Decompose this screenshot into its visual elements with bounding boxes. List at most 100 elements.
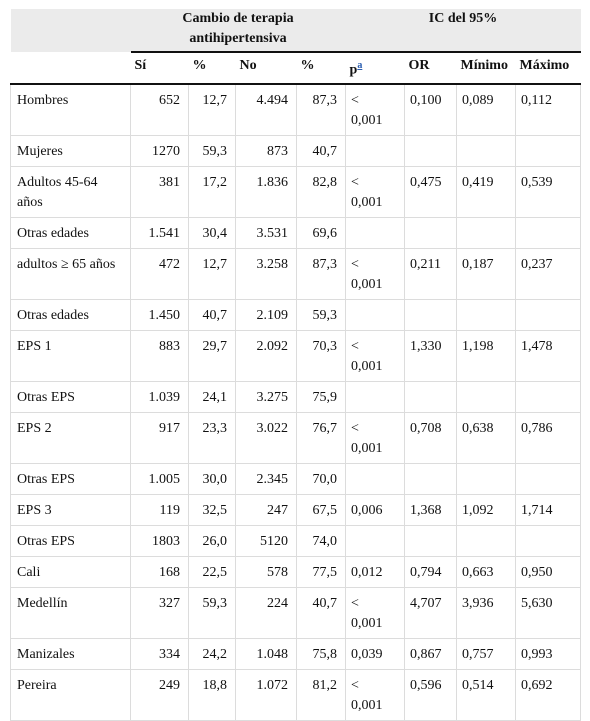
cell: 59,3 — [188, 586, 236, 639]
cell: 12,7 — [188, 83, 236, 136]
cell: 917 — [130, 411, 189, 464]
row-label: Otras EPS — [10, 524, 131, 557]
cell: 70,0 — [295, 462, 347, 495]
cell: 0,692 — [515, 668, 582, 721]
cell: 75,9 — [295, 380, 347, 413]
cell: 3.275 — [235, 380, 297, 413]
cell: 0,211 — [404, 247, 458, 300]
table-row: Mujeres 1270 59,3 873 40,7 — [10, 134, 582, 167]
cell: 0,112 — [515, 83, 582, 136]
table-row: Otras EPS 1803 26,0 5120 74,0 — [10, 524, 582, 557]
cell: 0,475 — [404, 165, 458, 218]
cell: 87,3 — [295, 83, 347, 136]
cell: < 0,001 — [345, 586, 406, 639]
cell — [404, 462, 458, 495]
cell: 1.072 — [235, 668, 297, 721]
cell — [345, 298, 406, 331]
cell: 1.005 — [130, 462, 189, 495]
column-header: % — [188, 52, 236, 85]
cell — [515, 134, 582, 167]
row-label: Otras EPS — [10, 380, 131, 413]
cell — [515, 462, 582, 495]
cell: 3,936 — [456, 586, 517, 639]
row-label: Adultos 45-64 años — [10, 165, 131, 218]
cell: 0,012 — [345, 555, 406, 588]
cell: 0,708 — [404, 411, 458, 464]
table-row: Pereira 249 18,8 1.072 81,2 < 0,001 0,596 0,514… — [10, 668, 582, 721]
cell: 29,7 — [188, 329, 236, 382]
row-label: Otras edades — [10, 216, 131, 249]
cell: 1,198 — [456, 329, 517, 382]
cell: 0,039 — [345, 637, 406, 670]
table-row: Otras EPS 1.039 24,1 3.275 75,9 — [10, 380, 582, 413]
cell: 119 — [130, 493, 189, 526]
cell: 26,0 — [188, 524, 236, 557]
column-header: pa — [345, 52, 405, 85]
cell: 30,4 — [188, 216, 236, 249]
cell: 249 — [130, 668, 189, 721]
cell: 76,7 — [295, 411, 347, 464]
cell: 59,3 — [295, 298, 347, 331]
cell — [404, 134, 458, 167]
cell: 2.109 — [235, 298, 297, 331]
table-row: Otras edades 1.450 40,7 2.109 59,3 — [10, 298, 582, 331]
cell — [456, 524, 517, 557]
cell — [456, 134, 517, 167]
cell: < 0,001 — [345, 411, 406, 464]
cell: 22,5 — [188, 555, 236, 588]
cell: 67,5 — [295, 493, 347, 526]
cell: 2.092 — [235, 329, 297, 382]
group-header: Cambio de terapia antihipertensiva — [130, 9, 346, 53]
cell: 0,596 — [404, 668, 458, 721]
blank-header — [10, 52, 131, 85]
cell: 69,6 — [295, 216, 347, 249]
cell: 3.531 — [235, 216, 297, 249]
cell: 12,7 — [188, 247, 236, 300]
cell: 334 — [130, 637, 189, 670]
cell — [515, 298, 582, 331]
cell: 0,757 — [456, 637, 517, 670]
cell: < 0,001 — [345, 329, 406, 382]
row-label: EPS 1 — [10, 329, 131, 382]
cell: 224 — [235, 586, 297, 639]
cell: 1270 — [130, 134, 189, 167]
cell: 381 — [130, 165, 189, 218]
cell: 327 — [130, 586, 189, 639]
row-label: EPS 3 — [10, 493, 131, 526]
row-label: EPS 2 — [10, 411, 131, 464]
cell: 82,8 — [295, 165, 347, 218]
cell: 24,2 — [188, 637, 236, 670]
cell: 2.345 — [235, 462, 297, 495]
column-header: OR — [404, 52, 457, 85]
cell: 23,3 — [188, 411, 236, 464]
cell — [345, 462, 406, 495]
cell: 24,1 — [188, 380, 236, 413]
table-row: Otras edades 1.541 30,4 3.531 69,6 — [10, 216, 582, 249]
cell — [404, 380, 458, 413]
cell: 0,419 — [456, 165, 517, 218]
cell: 873 — [235, 134, 297, 167]
cell: 75,8 — [295, 637, 347, 670]
cell: 0,089 — [456, 83, 517, 136]
cell: 1803 — [130, 524, 189, 557]
table-row: Manizales 334 24,2 1.048 75,8 0,039 0,867 0,757… — [10, 637, 582, 670]
table-row: EPS 2 917 23,3 3.022 76,7 < 0,001 0,708 0,638 0,… — [10, 411, 582, 464]
cell — [345, 216, 406, 249]
cell: 0,514 — [456, 668, 517, 721]
corner-cell — [10, 9, 131, 52]
cell: 74,0 — [295, 524, 347, 557]
table-row: Adultos 45-64 años 381 17,2 1.836 82,8 < 0,00… — [10, 165, 582, 218]
cell: 5,630 — [515, 586, 582, 639]
cell: 578 — [235, 555, 297, 588]
cell: 17,2 — [188, 165, 236, 218]
cell — [456, 380, 517, 413]
column-header: Sí — [130, 52, 189, 85]
table-row: EPS 3 119 32,5 247 67,5 0,006 1,368 1,092 1,714 — [10, 493, 582, 526]
cell: 0,638 — [456, 411, 517, 464]
table-row: Cali 168 22,5 578 77,5 0,012 0,794 0,663 0,950 — [10, 555, 582, 588]
cell: < 0,001 — [345, 668, 406, 721]
cell: 40,7 — [295, 586, 347, 639]
cell: 4.494 — [235, 83, 297, 136]
cell: 81,2 — [295, 668, 347, 721]
cell: 4,707 — [404, 586, 458, 639]
